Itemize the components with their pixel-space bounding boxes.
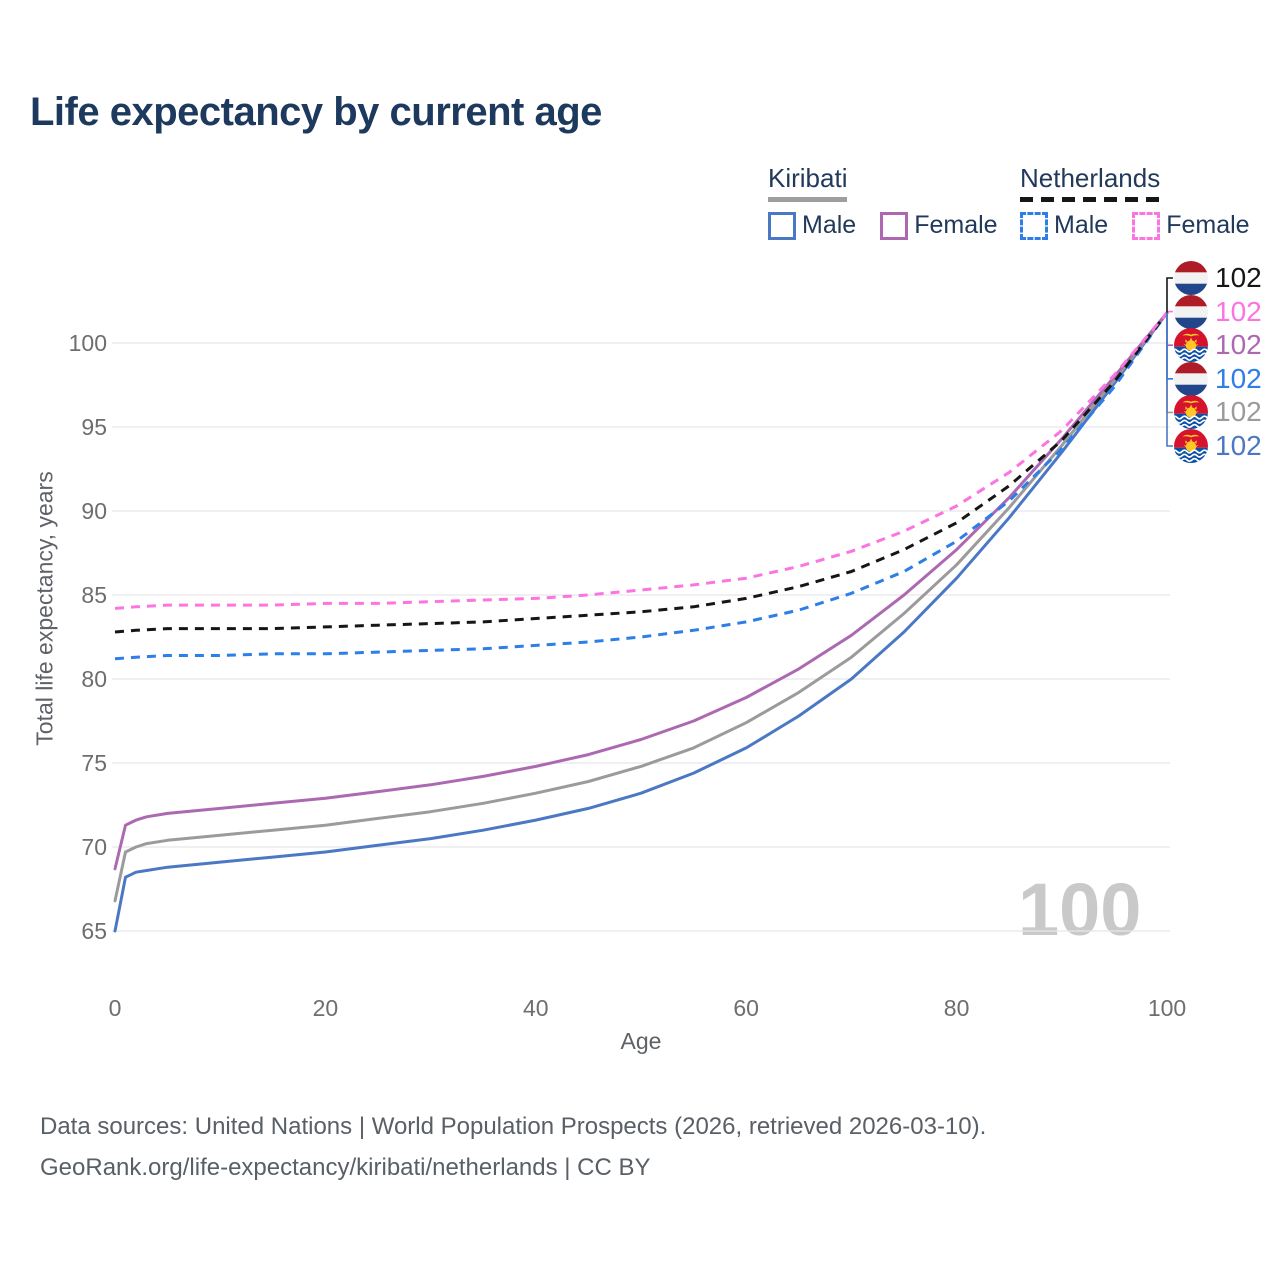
netherlands-flag-icon-wrap <box>1174 294 1208 329</box>
age-frame-watermark: 100 <box>1018 868 1142 951</box>
end-label-connector <box>1166 312 1173 447</box>
x-tick-label: 0 <box>109 995 122 1021</box>
footer: Data sources: United Nations | World Pop… <box>40 1106 986 1188</box>
netherlands-flag-icon <box>1174 294 1208 329</box>
data-sources-text: Data sources: United Nations | World Pop… <box>40 1113 987 1140</box>
legend-country-netherlands[interactable]: Netherlands <box>1020 163 1161 202</box>
end-label-value: 102 <box>1215 262 1262 293</box>
legend-label-kiribati-male: Male <box>802 211 857 239</box>
legend-item-netherlands-male[interactable]: Male <box>1020 211 1108 240</box>
legend-items-netherlands: Male Female <box>1020 211 1250 240</box>
legend-item-kiribati-female[interactable]: Female <box>880 211 998 240</box>
y-tick-label: 75 <box>81 750 107 776</box>
kiribati-solid-line-icon <box>768 197 848 202</box>
netherlands-flag-icon-wrap <box>1174 361 1208 396</box>
kiribati-flag-icon <box>1174 429 1208 463</box>
series-line-netherlands-male[interactable] <box>114 311 1169 661</box>
x-tick-label: 80 <box>944 995 970 1021</box>
page-title: Life expectancy by current age <box>30 90 602 134</box>
netherlands-flag-icon <box>1174 261 1208 295</box>
end-label-kiribati-male: 102 <box>1174 429 1262 463</box>
netherlands-dashed-line-icon <box>1020 197 1161 202</box>
legend-item-netherlands-female[interactable]: Female <box>1132 211 1250 240</box>
netherlands-flag-icon <box>1174 361 1208 396</box>
legend-label-kiribati-female: Female <box>914 211 998 239</box>
kiribati-female-swatch-icon <box>880 211 909 240</box>
legend-label-netherlands-female: Female <box>1166 211 1250 239</box>
x-tick-label: 40 <box>523 995 549 1021</box>
y-tick-label: 85 <box>81 582 107 608</box>
x-tick-label: 100 <box>1148 995 1186 1021</box>
y-tick-label: 95 <box>81 414 107 440</box>
end-label-connector <box>1166 312 1173 347</box>
kiribati-flag-icon <box>1174 328 1208 363</box>
legend-label-netherlands-male: Male <box>1054 211 1109 239</box>
end-label-netherlands-total: 102 <box>1174 261 1262 295</box>
legend-item-kiribati-male[interactable]: Male <box>768 211 856 240</box>
series-line-kiribati-total[interactable] <box>113 311 1169 903</box>
end-label-value: 102 <box>1215 329 1262 361</box>
y-tick-label: 80 <box>81 666 107 692</box>
legend-group-netherlands: Netherlands Male Female <box>1020 163 1250 240</box>
end-label-netherlands-male: 102 <box>1174 361 1262 396</box>
kiribati-flag-icon-wrap <box>1174 395 1208 430</box>
y-tick-label: 70 <box>81 834 107 860</box>
y-tick-label: 90 <box>81 498 107 524</box>
kiribati-flag-icon-wrap <box>1174 328 1208 363</box>
legend-country-netherlands-label: Netherlands <box>1020 163 1161 193</box>
end-label-connector <box>1166 312 1173 414</box>
end-label-kiribati-total: 102 <box>1174 395 1262 430</box>
end-label-kiribati-female: 102 <box>1174 328 1262 363</box>
kiribati-male-swatch-icon <box>768 211 796 240</box>
end-label-netherlands-female: 102 <box>1174 294 1262 329</box>
legend-country-kiribati[interactable]: Kiribati <box>768 163 848 202</box>
end-label-connector <box>1166 277 1173 313</box>
legend-group-kiribati: Kiribati Male Female <box>768 163 998 240</box>
y-tick-label: 65 <box>81 918 107 944</box>
netherlands-female-swatch-icon <box>1132 211 1161 240</box>
x-axis-title: Age <box>620 1028 662 1054</box>
attribution-text: GeoRank.org/life-expectancy/kiribati/net… <box>40 1154 651 1181</box>
end-label-value: 102 <box>1215 362 1262 394</box>
end-label-value: 102 <box>1215 295 1262 327</box>
y-tick-label: 100 <box>69 330 107 356</box>
series-line-kiribati-male[interactable] <box>113 311 1169 933</box>
y-axis-title: Total life expectancy, years <box>31 471 58 746</box>
series-line-netherlands-female[interactable] <box>114 311 1169 610</box>
legend-country-kiribati-label: Kiribati <box>768 163 848 193</box>
netherlands-flag-icon-wrap <box>1174 261 1208 295</box>
end-label-value: 102 <box>1215 396 1262 428</box>
legend-items-kiribati: Male Female <box>768 211 998 240</box>
x-tick-label: 20 <box>313 995 339 1021</box>
x-tick-label: 60 <box>733 995 759 1021</box>
series-line-kiribati-female[interactable] <box>113 311 1169 871</box>
netherlands-male-swatch-icon <box>1020 211 1048 240</box>
kiribati-flag-icon-wrap <box>1174 429 1208 463</box>
series-line-netherlands-total[interactable] <box>114 311 1169 634</box>
end-label-value: 102 <box>1215 430 1262 461</box>
kiribati-flag-icon <box>1174 395 1208 430</box>
